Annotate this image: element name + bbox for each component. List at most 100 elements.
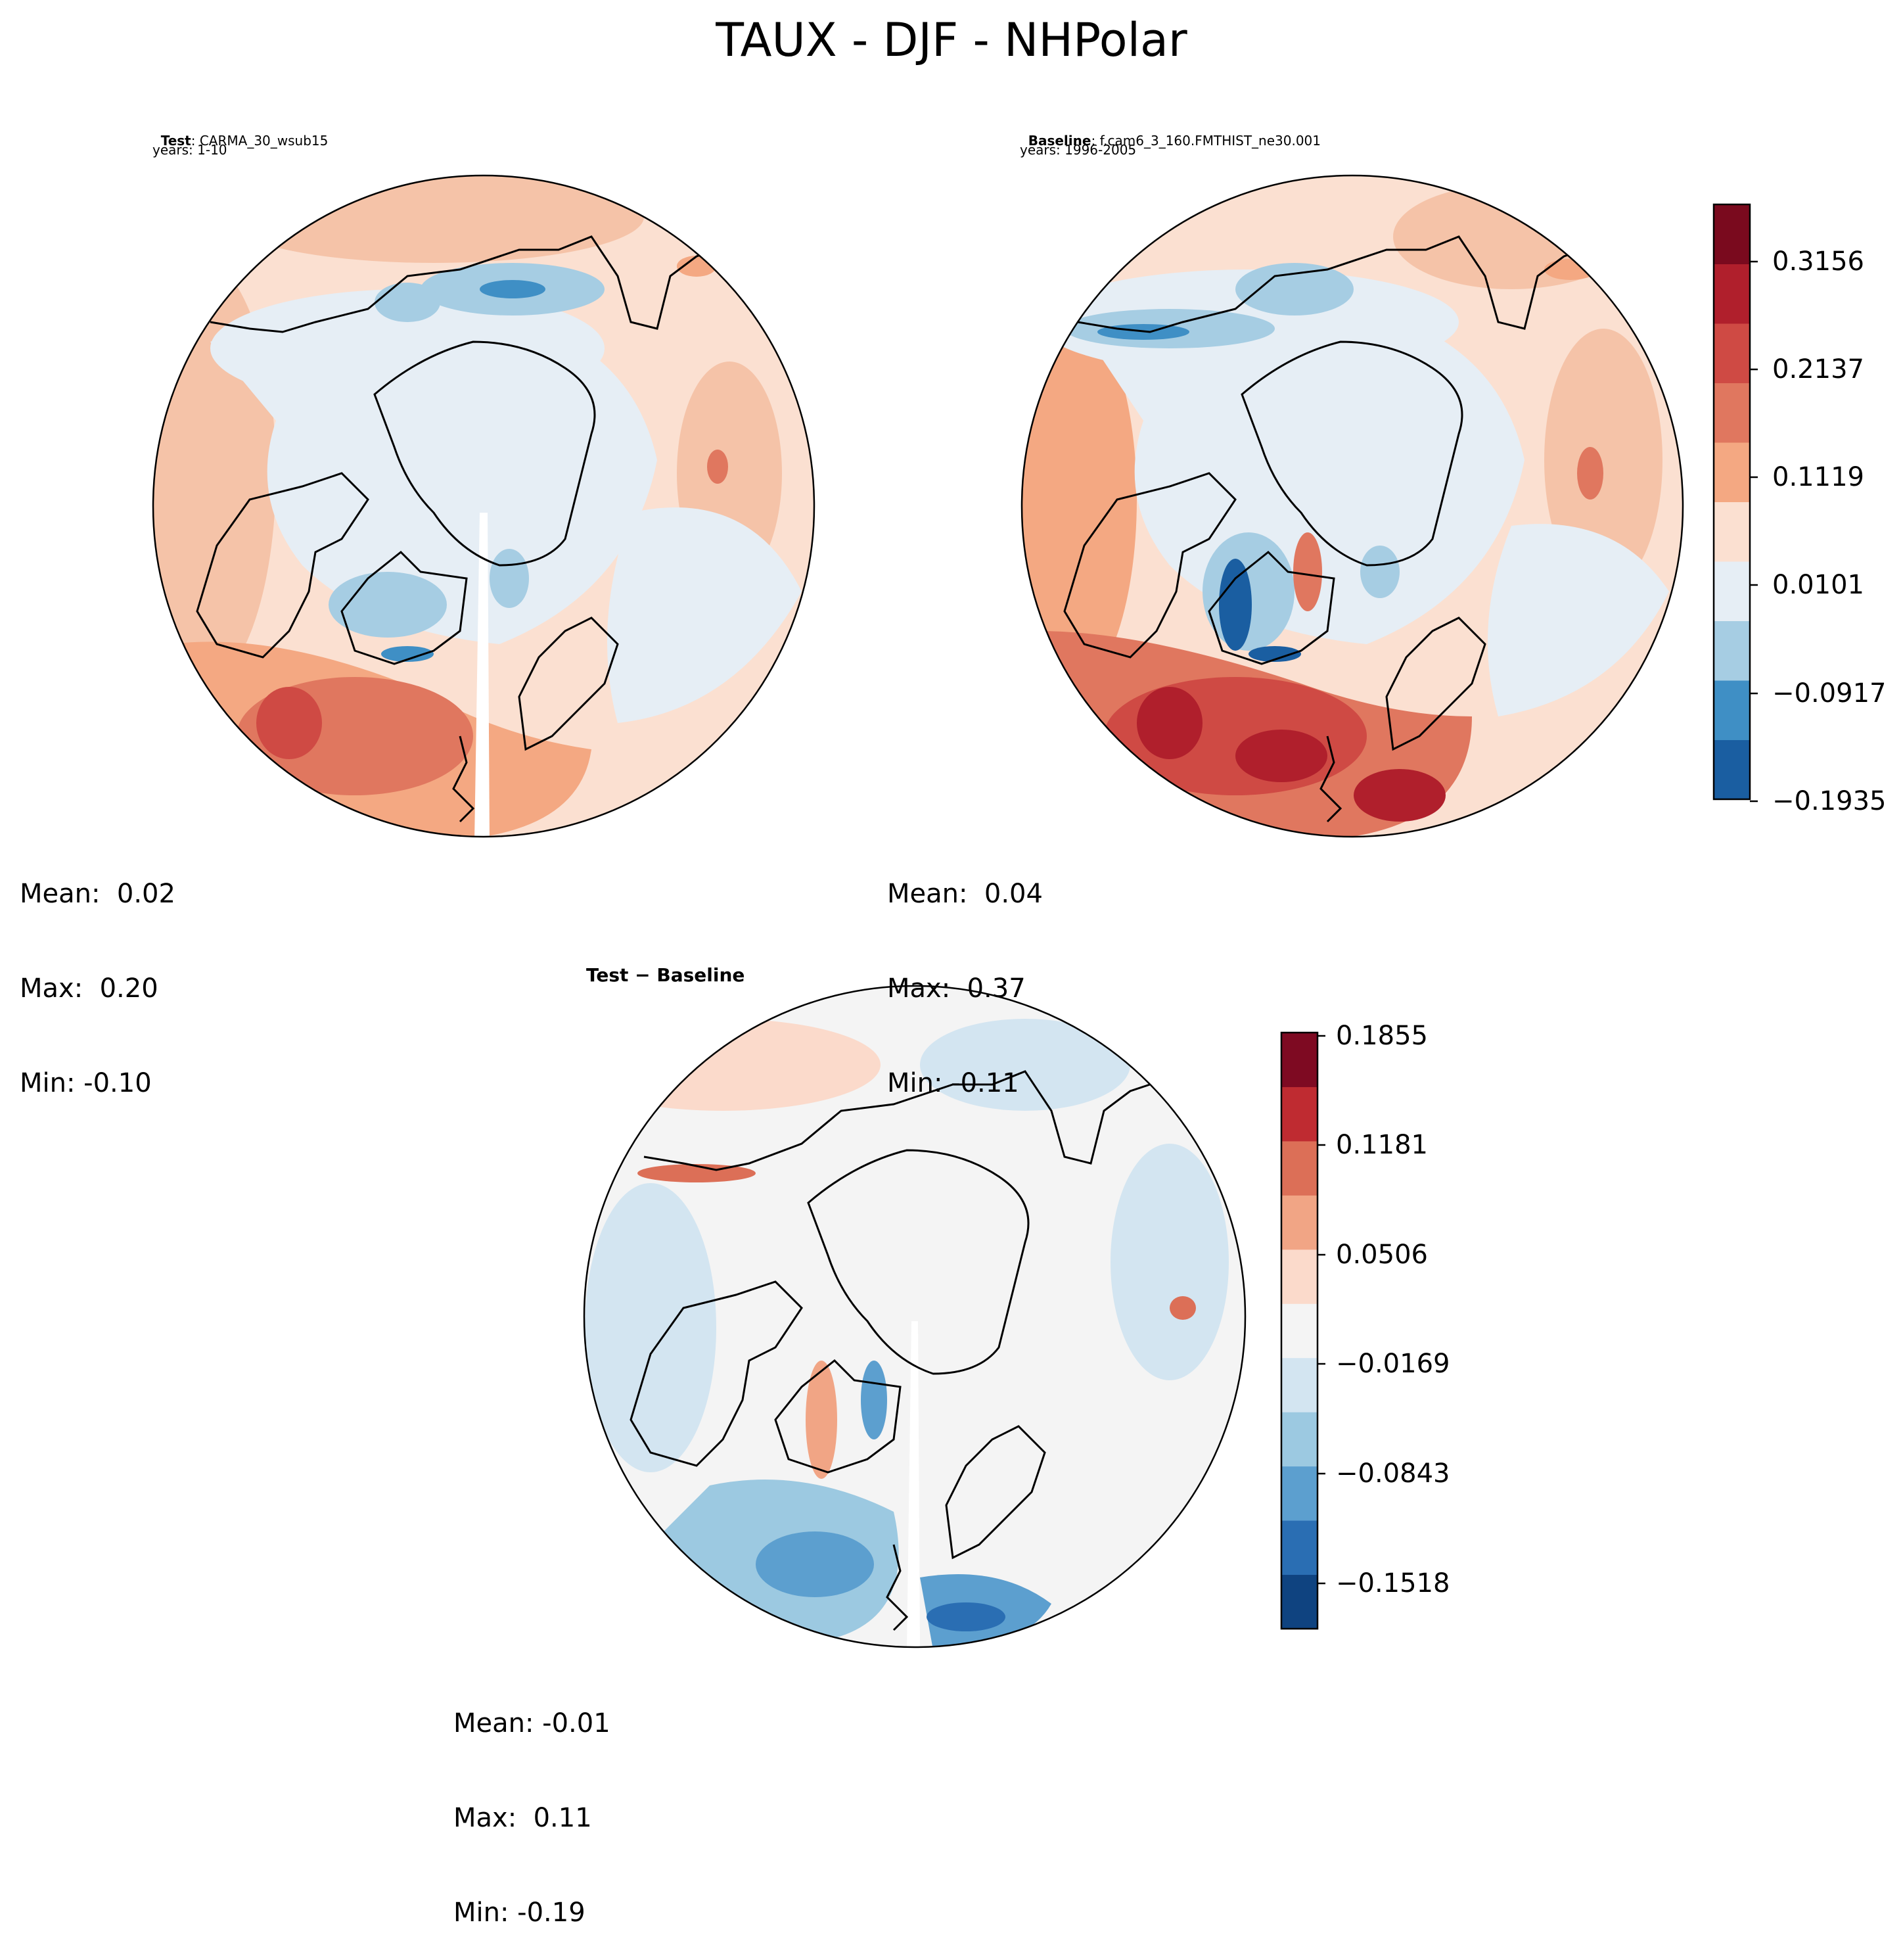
colorbar-main-segment: [1714, 204, 1750, 264]
colorbar-diff-segment: [1281, 1520, 1318, 1575]
colorbar-diff-segment: [1281, 1086, 1318, 1142]
colorbar-main-tick: 0.1119: [1772, 462, 1864, 492]
diff-stats: Mean: -0.01 Max: 0.11 Min: -0.19: [453, 1645, 610, 1960]
colorbar-diff-frame: [1280, 1031, 1319, 1630]
test-coastline-arctic-rim: [373, 340, 596, 567]
baseline-northeast-warm-spot: [1544, 259, 1597, 280]
colorbar-main-tick: 0.3156: [1772, 246, 1864, 277]
test-coastline-europe: [518, 617, 619, 751]
colorbar-main-tick: −0.1935: [1772, 786, 1887, 816]
baseline-atlantic-warm-peak-2: [1235, 730, 1327, 782]
diff-coastline-siberia: [643, 1070, 1151, 1171]
diff-map-boundary: [583, 985, 1247, 1648]
diff-mean: Mean: -0.01: [453, 1708, 610, 1738]
colorbar-diff: [1280, 1031, 1325, 1630]
baseline-ocean-pale: [1091, 303, 1525, 644]
test-years: years: 1-10: [152, 142, 227, 158]
test-label: Test: [160, 133, 191, 149]
baseline-label-sep: :: [1091, 133, 1100, 149]
baseline-label: Baseline: [1028, 133, 1091, 149]
diff-east-warm-spot: [1170, 1296, 1196, 1320]
diff-atlantic-cool-core: [756, 1531, 874, 1597]
baseline-blue-core-1: [1219, 559, 1252, 651]
diff-subtitle: Test − Baseline: [586, 964, 745, 986]
colorbar-diff-segment: [1281, 1140, 1318, 1196]
colorbar-main: [1712, 203, 1758, 803]
test-blue-core-2: [381, 646, 434, 662]
test-map: [152, 174, 815, 838]
test-blue-patch-4: [490, 549, 529, 608]
test-case-name: CARMA_30_wsub15: [199, 133, 329, 149]
baseline-blue-patch-4: [1360, 546, 1400, 598]
colorbar-main-segment: [1714, 620, 1750, 681]
colorbar-diff-tick: −0.1518: [1336, 1568, 1450, 1598]
baseline-blue-patch-2: [1235, 263, 1354, 315]
colorbar-diff-tick: 0.0506: [1336, 1240, 1428, 1270]
diff-cool-band-east: [1111, 1144, 1229, 1380]
test-band-warm-north: [223, 175, 644, 263]
test-blue-patch-3: [329, 572, 447, 638]
baseline-coastline-canada: [1063, 472, 1237, 659]
diff-coastline-europe: [945, 1425, 1046, 1560]
baseline-max: Max: 0.37: [887, 973, 1026, 1004]
test-subtitle: Test: CARMA_30_wsub15: [152, 121, 329, 149]
diff-cool-band-north-east: [920, 1019, 1130, 1111]
baseline-band-warm-northeast: [1393, 184, 1630, 289]
diff-min: Min: -0.19: [453, 1898, 585, 1928]
baseline-min: Min: -0.11: [887, 1068, 1019, 1098]
test-max: Max: 0.20: [20, 973, 158, 1004]
baseline-blue-core-3: [1249, 646, 1301, 662]
diff-coastline-uk: [886, 1544, 909, 1631]
test-map-boundary: [152, 174, 815, 838]
baseline-coastline-uk: [1319, 735, 1342, 823]
baseline-band-warm-east: [1544, 329, 1662, 592]
baseline-europe-warm-peak: [1354, 769, 1446, 822]
colorbar-main-segment: [1714, 442, 1750, 502]
baseline-years: years: 1996-2005: [1020, 142, 1137, 158]
baseline-coastline-europe: [1385, 617, 1486, 751]
test-coastline-canada: [196, 472, 369, 659]
test-ocean-pale-east: [607, 507, 802, 723]
test-coastline-siberia: [210, 235, 717, 333]
colorbar-diff-segment: [1281, 1357, 1318, 1412]
diff-warm-band-north: [584, 1019, 881, 1111]
colorbar-main-tick: −0.0917: [1772, 678, 1887, 709]
colorbar-main-segment: [1714, 739, 1750, 800]
test-coastline-greenland: [340, 550, 468, 665]
test-min: Min: -0.10: [20, 1068, 152, 1098]
figure-canvas: [152, 174, 1758, 1648]
colorbar-diff-segment: [1281, 1303, 1318, 1359]
colorbar-diff-segment: [1281, 1466, 1318, 1521]
colorbar-diff-segment: [1281, 1412, 1318, 1467]
baseline-mean: Mean: 0.04: [887, 879, 1043, 909]
test-mean: Mean: 0.02: [20, 879, 175, 909]
baseline-east-warm-spot: [1577, 447, 1603, 500]
baseline-map: [1020, 174, 1684, 838]
colorbar-diff-tick: −0.0169: [1336, 1349, 1450, 1379]
baseline-ocean-pale-east: [1488, 524, 1669, 716]
baseline-subtitle: Baseline: f.cam6_3_160.FMTHIST_ne30.001: [1020, 121, 1321, 147]
colorbar-diff-tick: 0.1855: [1336, 1021, 1428, 1051]
diff-coastline-greenland: [774, 1359, 902, 1474]
diff-coastline-arctic-rim: [807, 1149, 1030, 1375]
diff-coastline-canada: [630, 1280, 803, 1467]
test-east-warm-spot: [707, 450, 728, 484]
baseline-case-name: f.cam6_3_160.FMTHIST_ne30.001: [1099, 133, 1321, 149]
baseline-greenland-warm: [1293, 532, 1322, 611]
colorbar-main-segment: [1714, 383, 1750, 443]
colorbar-main-frame: [1712, 203, 1751, 801]
colorbar-main-segment: [1714, 323, 1750, 383]
colorbar-main-tick: 0.2137: [1772, 354, 1864, 385]
test-atlantic-warm-peak: [256, 687, 322, 759]
diff-cool-band-west: [585, 1183, 716, 1472]
colorbar-diff-segment: [1281, 1033, 1318, 1087]
diff-seam: [907, 1321, 920, 1647]
baseline-coastline-siberia: [1077, 235, 1584, 333]
colorbar-diff-segment: [1281, 1574, 1318, 1629]
baseline-coastline-arctic-rim: [1241, 340, 1463, 567]
colorbar-diff-segment: [1281, 1195, 1318, 1250]
colorbar-main-segment: [1714, 264, 1750, 324]
test-blue-core-1: [480, 280, 545, 298]
test-ocean-pale-north: [210, 289, 605, 408]
baseline-map-boundary: [1020, 174, 1684, 838]
